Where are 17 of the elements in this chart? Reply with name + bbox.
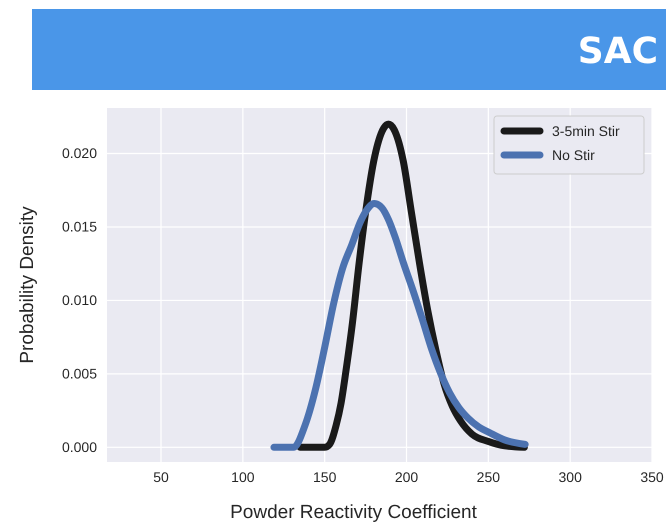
- y-tick-label: 0.005: [62, 365, 98, 382]
- x-tick-label: 150: [312, 468, 337, 485]
- chart-title: SAC: [578, 31, 658, 72]
- legend-label: No Stir: [552, 147, 596, 163]
- y-tick-label: 0.010: [62, 292, 98, 308]
- x-axis-title: Powder Reactivity Coefficient: [230, 502, 478, 523]
- x-tick-label: 300: [558, 468, 582, 485]
- y-tick-label: 0.020: [62, 145, 98, 162]
- y-axis-title: Probability Density: [17, 206, 38, 364]
- y-tick-label: 0.000: [62, 438, 98, 455]
- legend-label: 3-5min Stir: [552, 123, 620, 139]
- x-tick-label: 50: [153, 468, 170, 485]
- x-tick-label: 250: [476, 468, 500, 485]
- x-tick-label: 350: [640, 468, 664, 485]
- y-tick-label: 0.015: [62, 218, 98, 234]
- x-tick-label: 200: [394, 468, 418, 485]
- x-tick-label: 100: [231, 468, 255, 485]
